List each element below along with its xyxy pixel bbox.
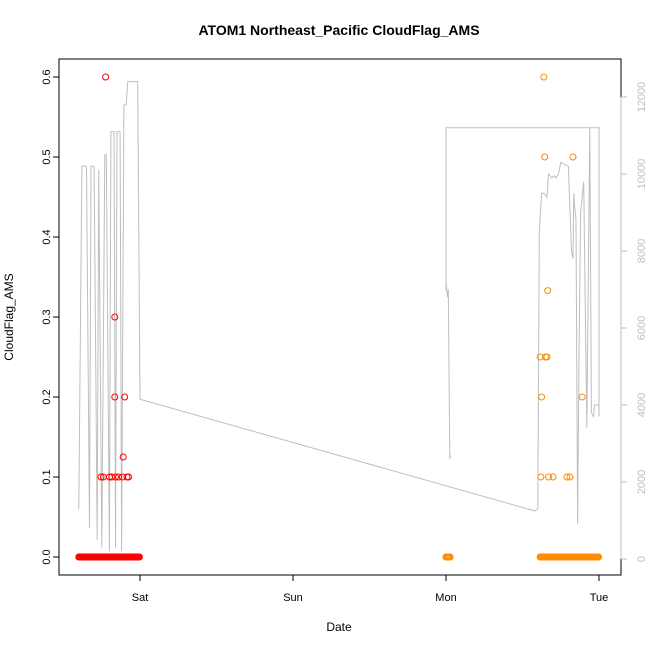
y-tick-label: 0.3 bbox=[41, 309, 53, 324]
data-point bbox=[549, 473, 557, 481]
data-point bbox=[102, 73, 110, 81]
y2-tick-label: 0 bbox=[636, 556, 648, 562]
data-point bbox=[566, 473, 574, 481]
data-point bbox=[115, 473, 123, 481]
y-tick-label: 0.1 bbox=[41, 469, 53, 484]
data-point bbox=[543, 353, 551, 361]
data-point bbox=[111, 393, 119, 401]
y-axis: 0.0 0.1 0.2 0.3 0.4 0.5 0.6 bbox=[41, 69, 60, 565]
cloudflag-points bbox=[75, 73, 603, 561]
plot-frame bbox=[58, 58, 622, 576]
y-axis-label: CloudFlag_AMS bbox=[2, 273, 16, 360]
altitude-line bbox=[78, 81, 599, 552]
altitude-series bbox=[78, 81, 600, 552]
x-tick-label: Tue bbox=[590, 592, 609, 604]
data-point bbox=[545, 473, 552, 481]
data-point bbox=[108, 473, 116, 481]
data-point bbox=[125, 473, 132, 481]
y-tick-label: 0.4 bbox=[41, 229, 53, 244]
data-point bbox=[563, 473, 571, 481]
data-point bbox=[541, 153, 549, 161]
x-tick-label: Sun bbox=[283, 592, 303, 604]
y2-tick-label: 4000 bbox=[636, 393, 648, 417]
altitude-line-top bbox=[445, 127, 600, 417]
data-point bbox=[537, 473, 545, 481]
chart-title: ATOM1 Northeast_Pacific CloudFlag_AMS bbox=[198, 22, 479, 38]
x-axis-label: Date bbox=[326, 620, 352, 634]
x-tick-label: Mon bbox=[435, 592, 456, 604]
y-tick-label: 0.2 bbox=[41, 389, 53, 404]
y2-tick-label: 6000 bbox=[636, 316, 648, 340]
x-axis: Sat Sun Mon Tue bbox=[132, 574, 609, 604]
y2-tick-label: 10000 bbox=[636, 159, 648, 190]
data-point-zero bbox=[135, 553, 143, 561]
data-point bbox=[569, 153, 577, 161]
data-point bbox=[536, 353, 544, 361]
data-point bbox=[578, 393, 586, 401]
y2-tick-label: 8000 bbox=[636, 239, 648, 263]
data-point bbox=[97, 473, 105, 481]
x-tick-label: Sat bbox=[132, 592, 149, 604]
data-point-zero bbox=[595, 553, 603, 561]
y2-axis: 0 2000 4000 6000 8000 10000 12000 bbox=[620, 82, 648, 562]
y-tick-label: 0.5 bbox=[41, 149, 53, 164]
data-point bbox=[112, 473, 119, 481]
data-point bbox=[121, 393, 129, 401]
data-point bbox=[538, 393, 546, 401]
data-point bbox=[540, 73, 548, 81]
data-point-zero bbox=[446, 553, 454, 561]
y-tick-label: 0.6 bbox=[41, 69, 53, 84]
data-point bbox=[119, 453, 127, 461]
data-point bbox=[111, 313, 119, 321]
y2-tick-label: 12000 bbox=[636, 82, 648, 113]
data-point bbox=[544, 287, 552, 295]
altitude-line-mon bbox=[445, 281, 452, 460]
y-tick-label: 0.0 bbox=[41, 549, 53, 564]
y2-tick-label: 2000 bbox=[636, 470, 648, 494]
